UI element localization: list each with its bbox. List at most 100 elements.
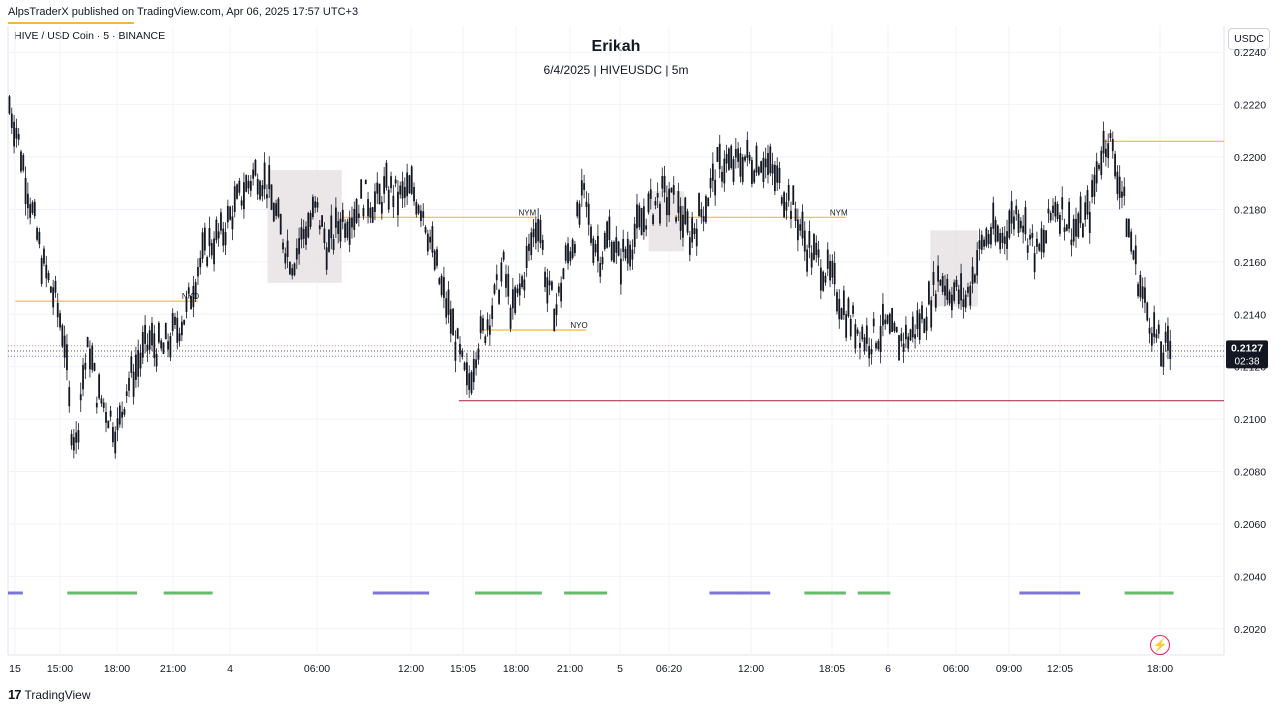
candle-body <box>1075 218 1077 237</box>
candle-body <box>56 302 59 318</box>
y-tick-label: 0.2200 <box>1234 152 1266 164</box>
candle-body <box>1102 130 1105 154</box>
candle-body <box>744 156 746 161</box>
candle-body <box>123 409 126 415</box>
candle-body <box>1146 302 1149 321</box>
candle-body <box>923 318 926 334</box>
candle-body <box>429 236 432 243</box>
candle-body <box>420 210 422 222</box>
candle-body <box>385 162 388 188</box>
candle-body <box>1065 224 1068 231</box>
candle-body <box>29 204 32 218</box>
candle-body <box>277 198 280 217</box>
lightning-icon[interactable]: ⚡ <box>1150 635 1170 655</box>
candle-body <box>192 285 195 308</box>
candle-body <box>1125 218 1128 237</box>
candle-body <box>426 233 429 252</box>
candle-body <box>553 308 556 332</box>
candle-body <box>934 293 937 308</box>
candle-body <box>792 185 795 205</box>
candle-body <box>918 313 921 340</box>
candle-body <box>829 261 831 281</box>
candle-body <box>410 166 413 194</box>
candle-body <box>45 264 48 279</box>
candle-body <box>325 247 328 270</box>
x-tick-label: 15 <box>9 663 21 675</box>
symbol-label[interactable]: HIVE / USD Coin · 5 · BINANCE <box>14 30 166 42</box>
candle-body <box>569 251 572 262</box>
candle-body <box>709 177 712 189</box>
candle-body <box>357 213 360 218</box>
candle-body <box>107 420 110 429</box>
candle-body <box>629 244 631 267</box>
candle-body <box>840 308 843 320</box>
candle-body <box>22 155 25 171</box>
candle-body <box>711 163 714 181</box>
candle-body <box>135 354 137 380</box>
candle-body <box>403 186 406 198</box>
candle-body <box>728 148 730 170</box>
candle-body <box>77 430 80 443</box>
candle-body <box>693 228 696 235</box>
candle-body <box>321 215 323 227</box>
currency-button[interactable]: USDC <box>1228 28 1270 50</box>
candle-body <box>854 324 857 349</box>
candle-body <box>238 180 241 193</box>
candle-body <box>601 256 604 265</box>
candle-body <box>472 358 475 383</box>
candle-body <box>895 326 898 333</box>
countdown-value: 02:38 <box>1234 356 1259 367</box>
candle-body <box>796 219 799 241</box>
candle-body <box>443 277 445 298</box>
candle-body <box>626 238 629 264</box>
candle-body <box>580 180 583 196</box>
candle-body <box>84 362 87 370</box>
candle-body <box>316 202 319 208</box>
candle-body <box>8 96 11 114</box>
candle-body <box>461 350 464 357</box>
candle-body <box>983 239 985 247</box>
candle-body <box>633 223 636 248</box>
x-tick-label: 06:20 <box>656 663 682 675</box>
candle-body <box>1148 327 1151 334</box>
candle-body <box>247 180 250 189</box>
candle-body <box>311 196 314 218</box>
candle-body <box>378 183 381 205</box>
candle-body <box>488 325 491 335</box>
candle-body <box>976 250 979 276</box>
candle-body <box>334 207 337 228</box>
candle-body <box>401 181 404 199</box>
candle-body <box>787 184 790 201</box>
session-level-label: NYM <box>518 208 536 217</box>
candle-body <box>845 314 848 338</box>
candle-body <box>1095 161 1098 184</box>
candle-body <box>564 245 567 261</box>
candle-body <box>332 238 335 251</box>
candle-body <box>544 271 546 288</box>
candle-body <box>939 279 942 286</box>
candle-body <box>902 343 905 352</box>
publish-underline <box>8 22 134 24</box>
candle-body <box>210 243 213 256</box>
candle-body <box>100 398 103 404</box>
candle-body <box>440 275 443 296</box>
y-tick-label: 0.2240 <box>1234 47 1266 59</box>
candle-body <box>665 197 668 216</box>
candle-body <box>1042 229 1045 253</box>
candle-body <box>470 371 473 394</box>
candle-body <box>261 185 264 197</box>
candle-body <box>397 191 399 216</box>
candle-body <box>20 151 22 172</box>
candle-body <box>364 179 367 185</box>
candle-body <box>888 313 891 334</box>
candle-body <box>252 169 255 179</box>
candle-body <box>1132 250 1135 260</box>
candle-body <box>755 145 758 173</box>
candle-body <box>624 248 627 259</box>
candle-body <box>482 318 484 331</box>
candle-body <box>141 332 144 358</box>
candle-body <box>560 282 563 302</box>
candle-body <box>1144 287 1146 303</box>
candle-body <box>128 377 130 391</box>
